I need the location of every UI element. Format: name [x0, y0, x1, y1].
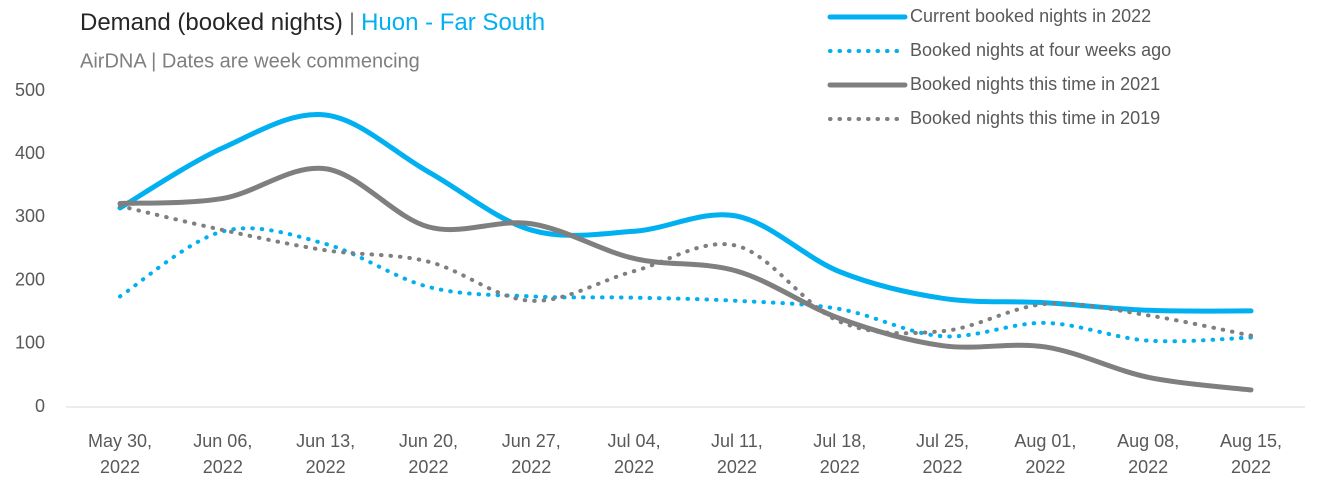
y-tick-label: 400: [15, 143, 45, 163]
x-tick-label: Jul 18, 2022: [813, 431, 867, 477]
x-tick-label: Aug 08, 2022: [1117, 431, 1180, 477]
series-line: [117, 165, 1254, 393]
y-tick-label: 500: [15, 80, 45, 100]
x-tick-label: May 30, 2022: [87, 431, 153, 477]
x-tick-label: Jul 04, 2022: [607, 431, 661, 477]
legend-label: Booked nights this time in 2021: [910, 74, 1160, 94]
x-tick-label: Jun 06, 2022: [193, 431, 253, 477]
legend-label: Current booked nights in 2022: [910, 6, 1151, 26]
x-tick-label: Jun 20, 2022: [398, 431, 458, 477]
x-tick-label: Jul 25, 2022: [916, 431, 970, 477]
x-tick-label: Aug 15, 2022: [1219, 431, 1283, 477]
x-tick-label: Jun 13, 2022: [296, 431, 356, 477]
title-main: Demand (booked nights): [80, 9, 343, 36]
y-tick-label: 100: [15, 333, 45, 353]
chart-title: Demand (booked nights) | Huon - Far South: [80, 9, 545, 36]
series-line: [118, 204, 1253, 338]
legend-label: Booked nights at four weeks ago: [910, 40, 1171, 60]
x-tick-label: Aug 01, 2022: [1014, 431, 1077, 477]
chart-subtitle: AirDNA | Dates are week commencing: [80, 50, 420, 72]
legend-label: Booked nights this time in 2019: [910, 108, 1160, 128]
x-tick-label: Jul 11, 2022: [711, 431, 763, 477]
series-line: [117, 112, 1254, 314]
y-tick-label: 0: [35, 396, 45, 416]
title-separator: |: [349, 9, 355, 36]
y-tick-label: 300: [15, 206, 45, 226]
series-line: [118, 226, 1253, 344]
y-tick-label: 200: [15, 269, 45, 289]
title-highlight: Huon - Far South: [361, 9, 545, 36]
x-tick-label: Jun 27, 2022: [501, 431, 561, 477]
